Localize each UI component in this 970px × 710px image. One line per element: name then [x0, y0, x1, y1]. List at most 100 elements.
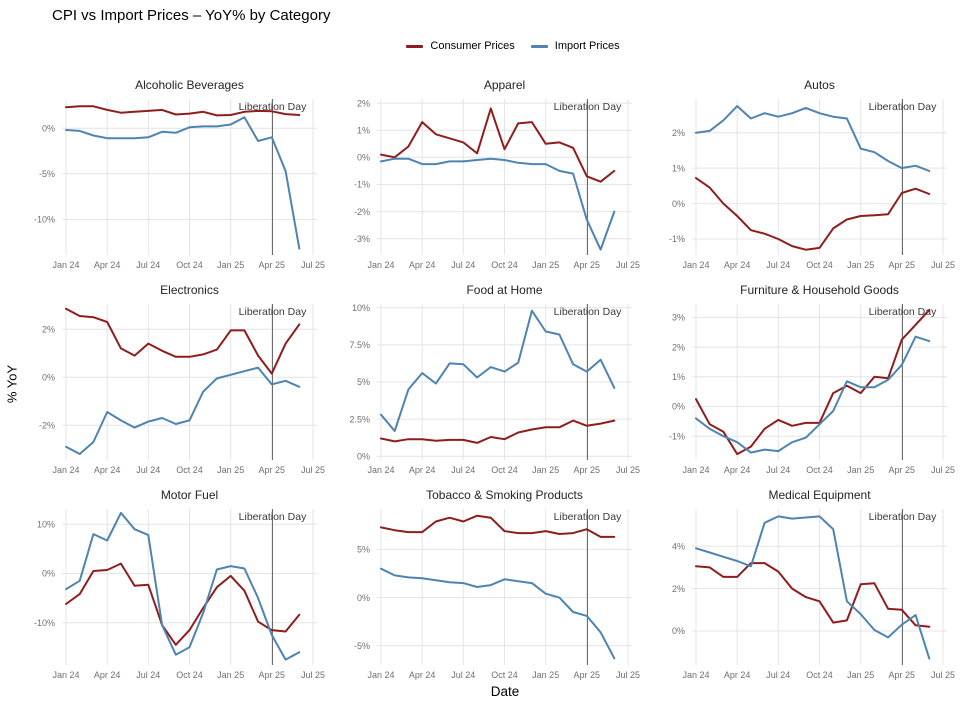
- panel-chart-alcoholic-beverages: Jan 24 Apr 24 Jul 24 Oct 24 Jan 25 Apr 25 Jul …: [34, 78, 325, 270]
- x-axis-tick-label: Apr 25: [259, 670, 286, 680]
- y-axis-tick-label: 0%: [357, 153, 370, 163]
- x-axis-tick-label: Jul 25: [931, 670, 955, 680]
- panel-medical-equipment: Jan 24 Apr 24 Jul 24 Oct 24 Jan 25 Apr 25 Jul …: [642, 485, 957, 693]
- x-axis-tick-label: Jul 24: [451, 260, 475, 270]
- x-axis-tick-label: Oct 24: [491, 465, 518, 475]
- x-axis-tick-label: Jan 24: [682, 670, 709, 680]
- consumer-prices-line: [695, 177, 931, 251]
- x-axis-label: Date: [490, 684, 520, 699]
- x-axis-tick-label: Jan 25: [217, 465, 244, 475]
- panel-chart-food-at-home: Jan 24 Apr 24 Jul 24 Oct 24 Jan 25 Apr 25 Jul …: [349, 283, 640, 475]
- x-axis-tick-label: Jul 24: [451, 670, 475, 680]
- consumer-prices-line: [695, 308, 931, 456]
- y-axis-tick-label: -10%: [34, 215, 55, 225]
- x-axis-tick-label: Jul 24: [451, 465, 475, 475]
- y-axis-tick-label: 2%: [672, 584, 685, 594]
- import-prices-line: [695, 335, 931, 454]
- y-axis-tick-label: -2%: [39, 420, 55, 430]
- consumer-prices-line: [65, 307, 301, 375]
- x-axis-tick-label: Jan 24: [682, 260, 709, 270]
- panel-title: Tobacco & Smoking Products: [426, 488, 583, 502]
- panel-autos: Jan 24 Apr 24 Jul 24 Oct 24 Jan 25 Apr 25 Jul …: [642, 75, 957, 283]
- consumer-prices-line: [695, 562, 931, 628]
- import-prices-swatch-icon: [530, 44, 548, 48]
- x-axis-tick-label: Jul 24: [136, 260, 160, 270]
- y-axis-tick-label: 5%: [357, 545, 370, 555]
- y-axis-tick-label: 0%: [42, 569, 55, 579]
- x-axis-tick-label: Jan 24: [682, 465, 709, 475]
- x-axis-tick-label: Apr 24: [724, 670, 751, 680]
- panel-title: Apparel: [484, 78, 525, 92]
- liberation-day-label: Liberation Day: [554, 511, 622, 523]
- y-axis-tick-label: 0%: [42, 123, 55, 133]
- consumer-prices-swatch-icon: [406, 44, 424, 48]
- liberation-day-label: Liberation Day: [869, 306, 937, 318]
- y-axis-tick-label: 0%: [672, 402, 685, 412]
- y-axis-tick-label: -10%: [34, 618, 55, 628]
- panel-chart-electronics: Jan 24 Apr 24 Jul 24 Oct 24 Jan 25 Apr 25 Jul …: [39, 283, 325, 475]
- y-axis-tick-label: 3%: [672, 313, 685, 323]
- y-axis-label: % YoY: [4, 364, 20, 404]
- y-axis-tick-label: 2%: [672, 128, 685, 138]
- x-axis-tick-label: Jul 25: [301, 670, 325, 680]
- legend-item-import-prices: Import Prices: [530, 40, 620, 52]
- x-axis-tick-label: Apr 24: [409, 260, 436, 270]
- x-axis-tick-label: Jul 25: [301, 465, 325, 475]
- y-axis-tick-label: 2%: [357, 98, 370, 108]
- x-axis-tick-label: Apr 24: [94, 465, 121, 475]
- x-axis-tick-label: Oct 24: [176, 670, 203, 680]
- liberation-day-label: Liberation Day: [869, 511, 937, 523]
- x-axis-tick-label: Jul 24: [766, 260, 790, 270]
- x-axis-tick-label: Jan 25: [847, 260, 874, 270]
- x-axis-tick-label: Apr 25: [889, 465, 916, 475]
- y-axis-tick-label: 2%: [42, 324, 55, 334]
- y-axis-tick-label: 0%: [357, 452, 370, 462]
- x-axis-tick-label: Jan 25: [217, 670, 244, 680]
- import-prices-line: [65, 511, 301, 661]
- legend-item-consumer-prices: Consumer Prices: [406, 40, 515, 52]
- liberation-day-label: Liberation Day: [554, 306, 622, 318]
- panel-chart-medical-equipment: Jan 24 Apr 24 Jul 24 Oct 24 Jan 25 Apr 25 Jul …: [672, 488, 955, 680]
- liberation-day-label: Liberation Day: [239, 511, 307, 523]
- import-prices-line: [380, 309, 616, 432]
- y-axis-tick-label: -5%: [354, 641, 370, 651]
- x-axis-tick-label: Apr 24: [724, 260, 751, 270]
- panel-title: Electronics: [160, 283, 219, 297]
- panel-chart-tobacco-smoking-products: Jan 24 Apr 24 Jul 24 Oct 24 Jan 25 Apr 25 Jul …: [354, 488, 640, 680]
- y-axis-tick-label: -2%: [354, 207, 370, 217]
- panel-chart-motor-fuel: Jan 24 Apr 24 Jul 24 Oct 24 Jan 25 Apr 25 Jul …: [34, 488, 325, 680]
- x-axis-tick-label: Jan 25: [847, 465, 874, 475]
- x-axis-tick-label: Jul 25: [931, 260, 955, 270]
- x-axis-tick-label: Jan 24: [52, 465, 79, 475]
- panel-furniture-household-goods: Jan 24 Apr 24 Jul 24 Oct 24 Jan 25 Apr 25 Jul …: [642, 280, 957, 488]
- x-axis-tick-label: Jul 24: [766, 465, 790, 475]
- import-prices-line: [380, 567, 616, 660]
- liberation-day-label: Liberation Day: [554, 101, 622, 113]
- panel-chart-autos: Jan 24 Apr 24 Jul 24 Oct 24 Jan 25 Apr 25 Jul …: [669, 78, 955, 270]
- x-axis-tick-label: Apr 25: [259, 465, 286, 475]
- x-axis-tick-label: Jan 25: [532, 465, 559, 475]
- y-axis-tick-label: -5%: [39, 169, 55, 179]
- import-prices-line: [65, 116, 301, 250]
- x-axis-tick-label: Jan 24: [52, 670, 79, 680]
- x-axis-tick-label: Apr 24: [94, 260, 121, 270]
- y-axis-tick-label: 10%: [352, 303, 370, 313]
- x-axis-tick-label: Apr 24: [409, 670, 436, 680]
- y-axis-tick-label: 2.5%: [349, 414, 370, 424]
- panel-motor-fuel: Jan 24 Apr 24 Jul 24 Oct 24 Jan 25 Apr 25 Jul …: [12, 485, 327, 693]
- x-axis-tick-label: Apr 24: [409, 465, 436, 475]
- y-axis-tick-label: 1%: [672, 372, 685, 382]
- x-axis-tick-label: Apr 25: [574, 260, 601, 270]
- y-axis-tick-label: 1%: [357, 125, 370, 135]
- consumer-prices-line: [380, 419, 616, 444]
- y-axis-tick-label: 2%: [672, 342, 685, 352]
- import-prices-line: [695, 515, 931, 660]
- x-axis-tick-label: Apr 25: [889, 260, 916, 270]
- y-axis-tick-label: 5%: [357, 377, 370, 387]
- y-axis-tick-label: 0%: [672, 626, 685, 636]
- x-axis-tick-label: Apr 24: [724, 465, 751, 475]
- y-axis-tick-label: -1%: [354, 180, 370, 190]
- x-axis-tick-label: Jan 24: [367, 670, 394, 680]
- panel-chart-apparel: Jan 24 Apr 24 Jul 24 Oct 24 Jan 25 Apr 25 Jul …: [354, 78, 640, 270]
